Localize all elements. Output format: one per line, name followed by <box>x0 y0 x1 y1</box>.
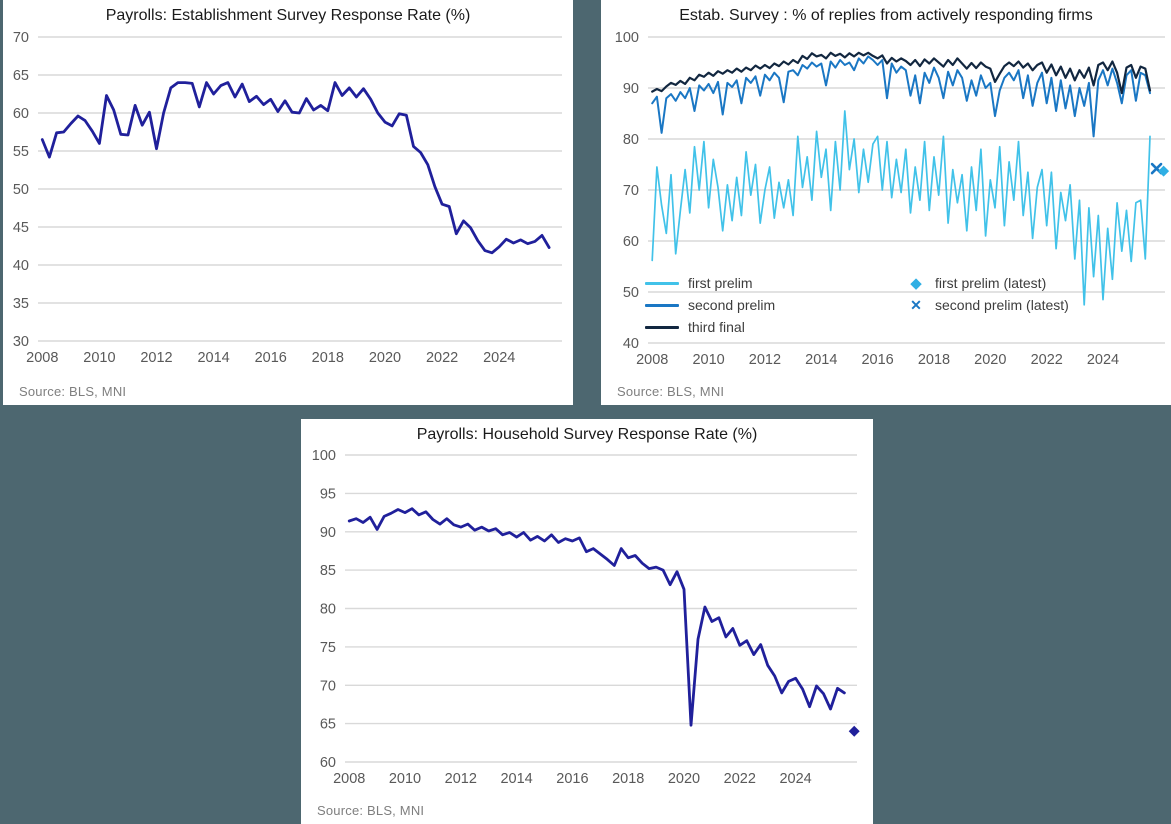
svg-text:50: 50 <box>13 182 29 198</box>
household-survey-plot: 60 65 70 75 80 85 90 95 100 2008 2010 2012 2014 2016 2… <box>312 448 860 787</box>
svg-text:90: 90 <box>320 525 336 541</box>
svg-text:2022: 2022 <box>426 350 458 366</box>
svg-text:2024: 2024 <box>483 350 515 366</box>
svg-text:2024: 2024 <box>779 771 811 787</box>
svg-text:65: 65 <box>320 717 336 733</box>
line-swatch-icon <box>645 325 679 329</box>
svg-text:2016: 2016 <box>556 771 588 787</box>
svg-text:90: 90 <box>623 81 639 97</box>
svg-text:2022: 2022 <box>1031 352 1063 368</box>
svg-text:2008: 2008 <box>333 771 365 787</box>
chart-title: Payrolls: Establishment Survey Response … <box>105 7 471 24</box>
svg-text:35: 35 <box>13 296 29 312</box>
svg-text:60: 60 <box>320 755 336 771</box>
establishment-survey-plot: 30 35 40 45 50 55 60 65 70 2008 2010 2012 2014 2016 20… <box>13 30 562 366</box>
svg-text:75: 75 <box>320 640 336 656</box>
svg-text:40: 40 <box>13 258 29 274</box>
legend-item-first-prelim: first prelim <box>645 272 775 294</box>
source-note: Source: BLS, MNI <box>317 803 425 818</box>
svg-text:80: 80 <box>320 602 336 618</box>
line-swatch-icon <box>645 281 679 285</box>
svg-text:100: 100 <box>615 30 639 46</box>
svg-text:55: 55 <box>13 144 29 160</box>
svg-text:2014: 2014 <box>805 352 837 368</box>
legend-label: third final <box>688 319 745 335</box>
household-survey-chart-panel: Payrolls: Household Survey Response Rate… <box>301 419 873 824</box>
establishment-survey-chart-panel: Payrolls: Establishment Survey Response … <box>3 0 573 405</box>
svg-text:2008: 2008 <box>636 352 668 368</box>
svg-text:2020: 2020 <box>668 771 700 787</box>
svg-text:80: 80 <box>623 132 639 148</box>
svg-text:2012: 2012 <box>140 350 172 366</box>
legend-item-first-prelim-latest: ◆ first prelim (latest) <box>903 272 1069 294</box>
svg-text:100: 100 <box>312 448 336 464</box>
svg-text:2012: 2012 <box>445 771 477 787</box>
legend-column-lines: first prelim second prelim third final <box>645 272 775 338</box>
svg-text:70: 70 <box>320 678 336 694</box>
svg-text:2010: 2010 <box>692 352 724 368</box>
svg-text:2012: 2012 <box>749 352 781 368</box>
svg-text:65: 65 <box>13 68 29 84</box>
svg-text:45: 45 <box>13 220 29 236</box>
svg-text:2018: 2018 <box>312 350 344 366</box>
svg-text:40: 40 <box>623 336 639 352</box>
legend-item-third-final: third final <box>645 316 775 338</box>
svg-text:60: 60 <box>623 234 639 250</box>
source-note: Source: BLS, MNI <box>617 384 725 399</box>
active-firms-replies-plot: 40 50 60 70 80 90 100 2008 2010 2012 2014 2016 2018 2… <box>615 30 1170 368</box>
svg-text:2010: 2010 <box>83 350 115 366</box>
svg-text:2018: 2018 <box>612 771 644 787</box>
svg-text:70: 70 <box>13 30 29 46</box>
svg-text:2014: 2014 <box>500 771 532 787</box>
svg-text:2010: 2010 <box>389 771 421 787</box>
svg-text:60: 60 <box>13 106 29 122</box>
svg-text:30: 30 <box>13 334 29 350</box>
svg-text:2016: 2016 <box>255 350 287 366</box>
legend-label: first prelim (latest) <box>935 275 1047 291</box>
chart-title: Estab. Survey : % of replies from active… <box>679 7 1093 24</box>
legend-label: second prelim <box>688 297 776 313</box>
chart-title: Payrolls: Household Survey Response Rate… <box>416 426 758 443</box>
svg-text:2024: 2024 <box>1087 352 1119 368</box>
legend-label: first prelim <box>688 275 753 291</box>
line-swatch-icon <box>645 303 679 307</box>
diamond-marker-icon: ◆ <box>910 274 922 292</box>
source-note: Source: BLS, MNI <box>19 384 127 399</box>
svg-text:2014: 2014 <box>197 350 229 366</box>
svg-text:2020: 2020 <box>974 352 1006 368</box>
active-firms-replies-chart-panel: Estab. Survey : % of replies from active… <box>601 0 1171 405</box>
svg-text:2018: 2018 <box>918 352 950 368</box>
svg-text:2020: 2020 <box>369 350 401 366</box>
legend-column-markers: ◆ first prelim (latest) ✕ second prelim … <box>903 272 1069 316</box>
legend-item-second-prelim: second prelim <box>645 294 775 316</box>
legend-item-second-prelim-latest: ✕ second prelim (latest) <box>903 294 1069 316</box>
svg-text:95: 95 <box>320 486 336 502</box>
svg-text:50: 50 <box>623 285 639 301</box>
svg-text:2016: 2016 <box>861 352 893 368</box>
x-marker-icon: ✕ <box>910 297 922 313</box>
legend-label: second prelim (latest) <box>935 297 1069 313</box>
svg-text:2008: 2008 <box>26 350 58 366</box>
svg-text:70: 70 <box>623 183 639 199</box>
svg-text:2022: 2022 <box>724 771 756 787</box>
svg-text:85: 85 <box>320 563 336 579</box>
